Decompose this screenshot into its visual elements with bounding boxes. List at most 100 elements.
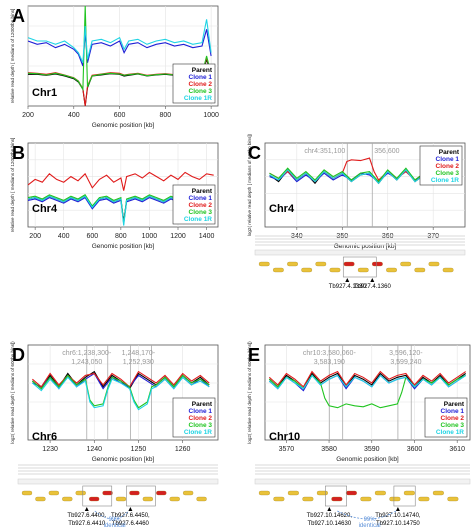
gene-feature: [21, 490, 33, 496]
region-1-label: chr10:3,580,060-: [303, 350, 357, 357]
legend-box: [424, 397, 468, 438]
legend-entry: Clone 2: [189, 202, 213, 209]
region-2-label: 3,596,120-: [389, 350, 423, 357]
x-tick-label: 3570: [279, 446, 295, 453]
legend-entry: Clone 1R: [184, 95, 212, 102]
gene-label: Tb927.4.1360: [354, 284, 392, 290]
region-2-label: 1,248,170-: [122, 350, 156, 357]
gene-feature: [169, 496, 180, 502]
gene-feature: [316, 490, 328, 496]
y-axis-label: log2( relative read depth [ medians of 6…: [247, 341, 252, 444]
series-line-clone-1: [28, 29, 212, 67]
panel-C: 340350360370Genomic position [kb]log2( r…: [247, 133, 466, 290]
gene-feature: [442, 267, 454, 273]
x-tick-label: 800: [160, 112, 172, 119]
series-group: [268, 370, 467, 409]
coordinate-ruler: [254, 478, 471, 485]
gene-feature: [88, 496, 100, 502]
coordinate-ruler: [254, 249, 466, 256]
legend-entry: Clone 1: [189, 74, 213, 81]
legend-entry: Clone 3: [189, 422, 213, 429]
legend-box: [172, 397, 216, 438]
y-axis-label: log2( relative read depth [ medians of 6…: [247, 133, 252, 236]
series-line-clone-2: [268, 370, 467, 388]
chromosome-label: Chr1: [32, 87, 57, 99]
legend-entry: Clone 1R: [436, 429, 464, 436]
gene-feature: [447, 496, 459, 502]
chromosome-label: Chr10: [269, 431, 300, 443]
panel-letter: D: [12, 345, 25, 365]
legend-entry: Parent: [192, 188, 213, 195]
gene-track: Tb927.10.14620, Tb927.10.14630 Tb927.10.14…: [254, 464, 471, 529]
x-axis-label: Genomic position [kb]: [92, 456, 155, 463]
legend-entry: Clone 1R: [431, 177, 459, 184]
x-tick-label: 1260: [175, 446, 191, 453]
panel-B: 200 400 600 800 1000 1200 1400 Genomic position…: [10, 138, 219, 250]
gene-arrow-icon: [327, 507, 332, 511]
gene-feature: [156, 490, 167, 496]
gene-feature: [400, 261, 412, 267]
x-axis-label: Genomic position [kb]: [92, 122, 155, 129]
gene-arrow-icon: [370, 278, 375, 282]
chromosome-label: Chr6: [32, 431, 57, 443]
identity-arc: [94, 510, 129, 520]
gene-feature: [389, 496, 401, 502]
gene-feature: [102, 490, 113, 496]
gene-arrow-icon: [84, 507, 89, 511]
gene-feature: [301, 267, 313, 273]
region-2-label: 1,252,930: [123, 359, 154, 366]
gene-feature: [75, 490, 86, 496]
panel-letter: A: [12, 6, 25, 26]
gene-feature: [403, 490, 415, 496]
gene-feature: [345, 490, 357, 496]
region-start-label: chr4:351,100: [304, 148, 345, 155]
legend-entry: Clone 2: [441, 415, 465, 422]
gene-feature: [35, 496, 46, 502]
gene-feature: [331, 496, 343, 502]
x-tick-label: 1000: [203, 112, 219, 119]
gene-feature: [343, 261, 355, 267]
gene-feature: [287, 490, 299, 496]
gene-feature: [315, 261, 327, 267]
series-line-clone-2: [32, 370, 210, 388]
gene-feature: [414, 267, 426, 273]
region-box: [82, 485, 113, 507]
gene-feature: [371, 261, 383, 267]
gene-feature: [329, 267, 341, 273]
gene-feature: [48, 490, 60, 496]
gene-track: Tb927.6.4400, Tb927.6.4410 Tb927.6.4450, Tb…: [17, 464, 219, 529]
coordinate-ruler: [17, 478, 219, 485]
gene-label: Tb927.6.4450,: [111, 513, 150, 519]
series-group: [32, 370, 210, 411]
x-tick-label: 3610: [449, 446, 465, 453]
legend-entry: Clone 3: [441, 422, 465, 429]
series-line-clone-1r: [268, 374, 467, 390]
identity-label: identical: [104, 523, 126, 529]
gene-label: Tb927.6.4460: [112, 521, 150, 527]
region-1-label: chr6:1,238,300-: [62, 350, 112, 357]
x-tick-label: 1200: [170, 233, 186, 240]
legend-entry: Clone 1: [436, 156, 460, 163]
panel-letter: C: [248, 143, 261, 163]
identity-label: 99%: [109, 517, 122, 523]
legend-entry: Clone 2: [436, 163, 460, 170]
gene-feature: [287, 261, 298, 267]
legend-box: [419, 145, 463, 186]
gene-label: Tb927.10.14630: [307, 521, 351, 527]
gene-feature: [428, 261, 440, 267]
legend-entry: Clone 2: [189, 81, 213, 88]
gene-arrow-icon: [128, 507, 133, 511]
series-line-clone-1r: [28, 19, 212, 63]
series-line-clone-2: [28, 171, 214, 191]
gene-feature: [360, 496, 372, 502]
x-tick-label: 3580: [321, 446, 337, 453]
gene-feature: [62, 496, 73, 502]
legend-entry: Clone 1: [441, 408, 465, 415]
x-tick-label: 1000: [142, 233, 158, 240]
region-box: [126, 485, 156, 507]
gene-feature: [273, 496, 285, 502]
legend-entry: Parent: [192, 401, 213, 408]
gene-feature: [374, 490, 386, 496]
legend-entry: Clone 3: [189, 209, 213, 216]
